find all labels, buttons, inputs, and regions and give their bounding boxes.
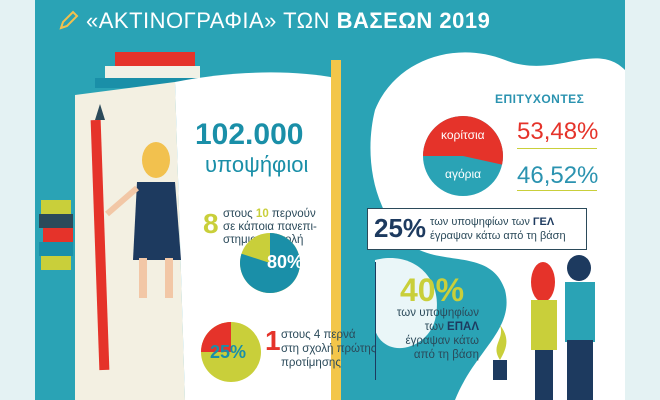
university-line1b: περνούν <box>271 208 316 220</box>
page-title: «ΑΚΤΙΝΟΓΡΑΦΙΑ» ΤΩΝ ΒΑΣΕΩΝ 2019 <box>58 8 490 34</box>
divider-2 <box>517 190 597 191</box>
book-red <box>115 52 195 66</box>
woman-hair <box>142 142 170 178</box>
gel-percent: 25% <box>374 213 427 243</box>
woman-dress <box>133 182 181 260</box>
first-choice-line1: στους 4 περνά <box>281 329 356 341</box>
university-num-a: 8 <box>203 208 219 239</box>
book-cover-edge <box>331 60 341 400</box>
gel-box: 25% των υποψηφίων των ΓΕΛ έγραψαν κάτω α… <box>367 208 587 250</box>
man-shirt <box>565 282 595 342</box>
pot-icon <box>493 360 507 380</box>
university-line2: σε κάποια πανεπι- <box>223 221 317 233</box>
candidates-number: 102.000 <box>195 118 304 151</box>
boys-percent: 46,52% <box>517 162 599 189</box>
man-hair <box>567 255 591 281</box>
book-white <box>105 66 200 78</box>
gel-line2: έγραψαν κάτω από τη βάση <box>430 230 566 242</box>
epal-text: των υποψηφίων των ΕΠΑΛ έγραψαν κάτω από … <box>389 306 479 362</box>
epal-line1: των υποψηφίων <box>396 307 479 319</box>
gel-text: των υποψηφίων των ΓΕΛ έγραψαν κάτω από τ… <box>430 215 566 243</box>
first-choice-line3: προτίμησης <box>281 357 341 369</box>
pencil-tip <box>95 104 105 120</box>
woman2-top <box>531 300 557 350</box>
book-side-2 <box>39 214 73 228</box>
epal-percent: 40% <box>400 272 465 308</box>
candidates-label: υποψήφιοι <box>205 152 309 177</box>
first-choice-percent: 25% <box>210 342 247 362</box>
university-num-b: 10 <box>255 208 269 220</box>
university-line1a: στους <box>223 208 253 220</box>
book-side-4 <box>39 242 73 256</box>
epal-line2b: ΕΠΑΛ <box>447 321 479 333</box>
pencil-icon <box>90 119 110 371</box>
woman-arm <box>105 185 139 217</box>
title-bold: ΒΑΣΕΩΝ 2019 <box>336 8 491 33</box>
university-pie <box>240 233 300 293</box>
book-side-1 <box>41 200 71 214</box>
first-choice-text: στους 4 περνά στη σχολή πρώτης προτίμηση… <box>281 328 376 370</box>
pencil-title-icon <box>59 10 79 30</box>
plant-icon <box>496 325 507 360</box>
first-choice-num: 1 <box>265 325 281 356</box>
man-legs <box>567 340 593 400</box>
boys-label: αγόρια <box>445 167 482 181</box>
girls-label: κορίτσια <box>441 128 485 142</box>
epal-line3: έγραψαν κάτω <box>405 335 479 347</box>
gel-line1a: των υποψηφίων των <box>430 216 530 228</box>
book-side-5 <box>41 256 71 270</box>
gel-line1b: ΓΕΛ <box>532 216 555 228</box>
woman2-hair <box>531 262 555 302</box>
book-side-3 <box>43 228 73 242</box>
gender-pie <box>423 116 503 196</box>
white-blob-small <box>375 258 437 349</box>
epal-line4: από τη βάση <box>413 349 479 361</box>
book-blue <box>95 78 195 88</box>
title-prefix: «ΑΚΤΙΝΟΓΡΑΦΙΑ» ΤΩΝ <box>86 8 330 33</box>
first-choice-line2: στη σχολή πρώτης <box>281 343 377 355</box>
woman-leg-r <box>165 258 173 298</box>
epal-line2a: των <box>424 321 444 333</box>
success-heading: ΕΠΙΤΥΧΟΝΤΕΣ <box>495 92 585 106</box>
divider <box>517 148 597 149</box>
epal-line <box>375 262 376 380</box>
woman2-legs <box>535 350 553 400</box>
woman-leg-l <box>139 258 147 298</box>
infographic-panel: «ΑΚΤΙΝΟΓΡΑΦΙΑ» ΤΩΝ ΒΑΣΕΩΝ 2019 102.000 υ… <box>35 0 625 400</box>
first-choice-pie <box>201 322 261 382</box>
university-percent: 80% <box>267 252 304 272</box>
girls-percent: 53,48% <box>517 118 599 145</box>
